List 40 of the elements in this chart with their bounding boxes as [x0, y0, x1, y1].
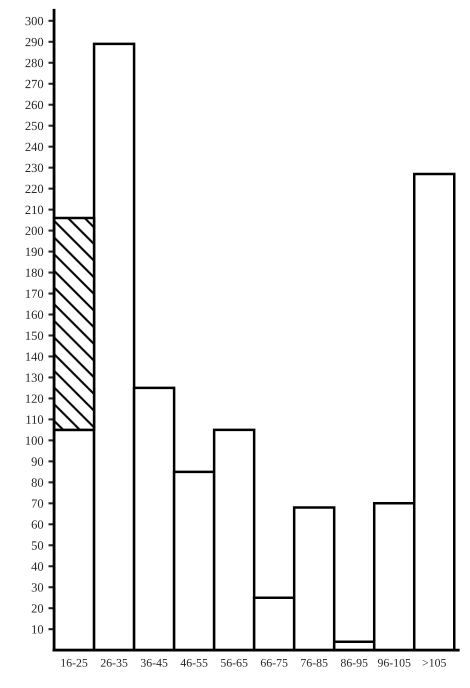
- x-tick-label: 76-85: [301, 658, 328, 667]
- y-tick-label: 210: [25, 206, 44, 214]
- x-tick-label: 86-95: [340, 658, 368, 667]
- y-tick-label: 290: [25, 38, 44, 46]
- y-tick-label: 40: [31, 562, 44, 571]
- y-tick-label: 230: [25, 164, 44, 172]
- y-tick-label: 200: [25, 226, 44, 236]
- y-tick-label: 90: [32, 457, 44, 466]
- y-tick-label: 120: [26, 394, 44, 403]
- y-tick-label: 20: [32, 604, 44, 613]
- y-tick-label: 30: [32, 583, 44, 592]
- y-tick-label: 50: [32, 541, 44, 550]
- y-tick-label: 300: [25, 16, 44, 26]
- y-tick-label: 250: [25, 122, 44, 130]
- y-tick-label: 220: [25, 184, 44, 194]
- x-tick-label: >105: [422, 658, 446, 667]
- y-tick-label: 60: [32, 520, 44, 529]
- y-tick-label: 160: [26, 310, 44, 319]
- y-tick-label: 170: [26, 290, 44, 298]
- y-tick-label: 180: [26, 268, 44, 278]
- x-tick-label: 66-75: [260, 658, 288, 667]
- y-tick-label: 70: [32, 499, 44, 508]
- x-tick-label: 16-25: [61, 658, 88, 667]
- y-tick-label: 130: [26, 373, 44, 382]
- y-tick-label: 150: [26, 332, 44, 340]
- y-tick-label: 270: [25, 80, 44, 88]
- y-tick-label: 190: [26, 248, 44, 256]
- y-tick-label: 100: [26, 436, 44, 445]
- x-tick-label: 26-35: [100, 658, 128, 667]
- y-tick-label: 280: [25, 58, 44, 68]
- x-tick-label: 96-105: [378, 658, 410, 667]
- y-tick-label: 140: [26, 352, 44, 361]
- y-tick-label: 260: [25, 100, 44, 110]
- x-tick-label: 56-65: [221, 658, 248, 667]
- y-tick-label: 110: [26, 415, 44, 424]
- x-tick-label: 36-45: [140, 658, 168, 667]
- y-tick-label: 10: [32, 625, 44, 634]
- y-tick-label: 240: [25, 142, 44, 152]
- x-tick-label: 46-55: [180, 658, 208, 667]
- y-tick-label: 80: [32, 478, 44, 487]
